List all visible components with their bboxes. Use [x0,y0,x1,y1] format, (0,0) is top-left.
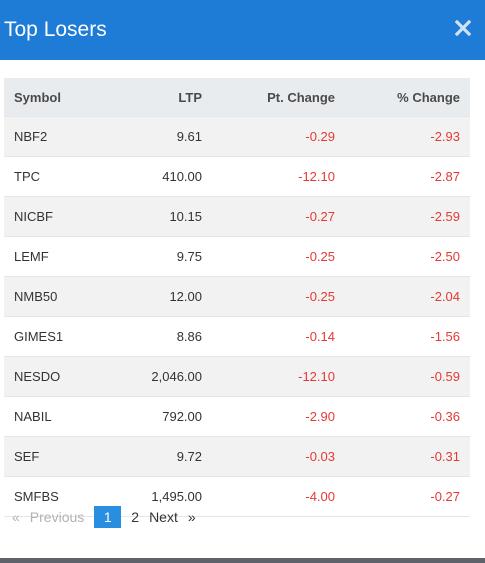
symbol-cell: NABIL [14,409,52,424]
ltp-cell: 410.00 [162,169,202,184]
bottom-scroll-bar [0,558,485,563]
top-losers-table: Symbol LTP Pt. Change % Change NBF2 9.61 -… [4,78,470,517]
table-row[interactable]: NICBF 10.15 -0.27 -2.59 [4,197,470,237]
symbol-cell: TPC [14,169,40,184]
table-row[interactable]: TPC 410.00 -12.10 -2.87 [4,157,470,197]
pct-change-cell: -2.87 [430,169,460,184]
table-row[interactable]: SMFBS 1,495.00 -4.00 -0.27 [4,477,470,517]
modal-header: Top Losers [0,0,485,60]
page-link-2[interactable]: 2 [131,509,140,525]
pt-change-cell: -0.03 [305,449,335,464]
ltp-cell: 1,495.00 [151,489,202,504]
table-header-row: Symbol LTP Pt. Change % Change [4,78,470,117]
pt-change-cell: -12.10 [298,169,335,184]
table-row[interactable]: SEF 9.72 -0.03 -0.31 [4,437,470,477]
modal-title: Top Losers [4,18,107,41]
table-row[interactable]: NBF2 9.61 -0.29 -2.93 [4,117,470,157]
pt-change-cell: -0.27 [305,209,335,224]
table-row[interactable]: GIMES1 8.86 -0.14 -1.56 [4,317,470,357]
previous-page-link: Previous [29,509,85,525]
symbol-cell: NICBF [14,209,53,224]
table-row[interactable]: NESDO 2,046.00 -12.10 -0.59 [4,357,470,397]
symbol-cell: NBF2 [14,129,48,144]
pt-change-cell: -4.00 [305,489,335,504]
pct-change-cell: -2.93 [430,129,460,144]
pct-change-cell: -0.59 [430,369,460,384]
close-icon[interactable] [454,19,472,37]
pt-change-cell: -0.29 [305,129,335,144]
ltp-cell: 10.15 [169,209,202,224]
close-icon-glyph [454,19,472,37]
symbol-cell: SEF [14,449,40,464]
table-row[interactable]: NMB50 12.00 -0.25 -2.04 [4,277,470,317]
symbol-cell: LEMF [14,249,49,264]
ltp-cell: 9.75 [176,249,202,264]
ltp-cell: 9.61 [176,129,202,144]
page-link-1[interactable]: 1 [94,506,122,528]
pct-change-cell: -1.56 [430,329,460,344]
pt-change-cell: -12.10 [298,369,335,384]
header-ltp: LTP [178,89,202,105]
table-body: NBF2 9.61 -0.29 -2.93 TPC 410.00 -12.10 -2.87 NI… [4,117,470,517]
pt-change-cell: -0.25 [305,289,335,304]
ltp-cell: 792.00 [162,409,202,424]
pt-change-cell: -2.90 [305,409,335,424]
next-page-link[interactable]: Next [149,509,178,525]
symbol-cell: SMFBS [14,489,59,504]
pct-change-cell: -0.27 [430,489,460,504]
ltp-cell: 2,046.00 [151,369,202,384]
first-page-link: « [12,509,20,525]
pt-change-cell: -0.25 [305,249,335,264]
pct-change-cell: -0.31 [430,449,460,464]
header-pt-change: Pt. Change [267,89,335,105]
symbol-cell: NESDO [14,369,61,384]
ltp-cell: 8.86 [176,329,202,344]
pct-change-cell: -2.59 [430,209,460,224]
symbol-cell: NMB50 [14,289,58,304]
table-row[interactable]: LEMF 9.75 -0.25 -2.50 [4,237,470,277]
pt-change-cell: -0.14 [305,329,335,344]
pct-change-cell: -2.50 [430,249,460,264]
pct-change-cell: -2.04 [430,289,460,304]
table-row[interactable]: NABIL 792.00 -2.90 -0.36 [4,397,470,437]
ltp-cell: 9.72 [176,449,202,464]
last-page-link[interactable]: » [187,509,196,525]
symbol-cell: GIMES1 [14,329,64,344]
ltp-cell: 12.00 [169,289,202,304]
pagination: « Previous 1 2 Next » [12,506,206,528]
header-symbol: Symbol [14,89,61,105]
header-pct-change: % Change [397,89,460,105]
pct-change-cell: -0.36 [430,409,460,424]
